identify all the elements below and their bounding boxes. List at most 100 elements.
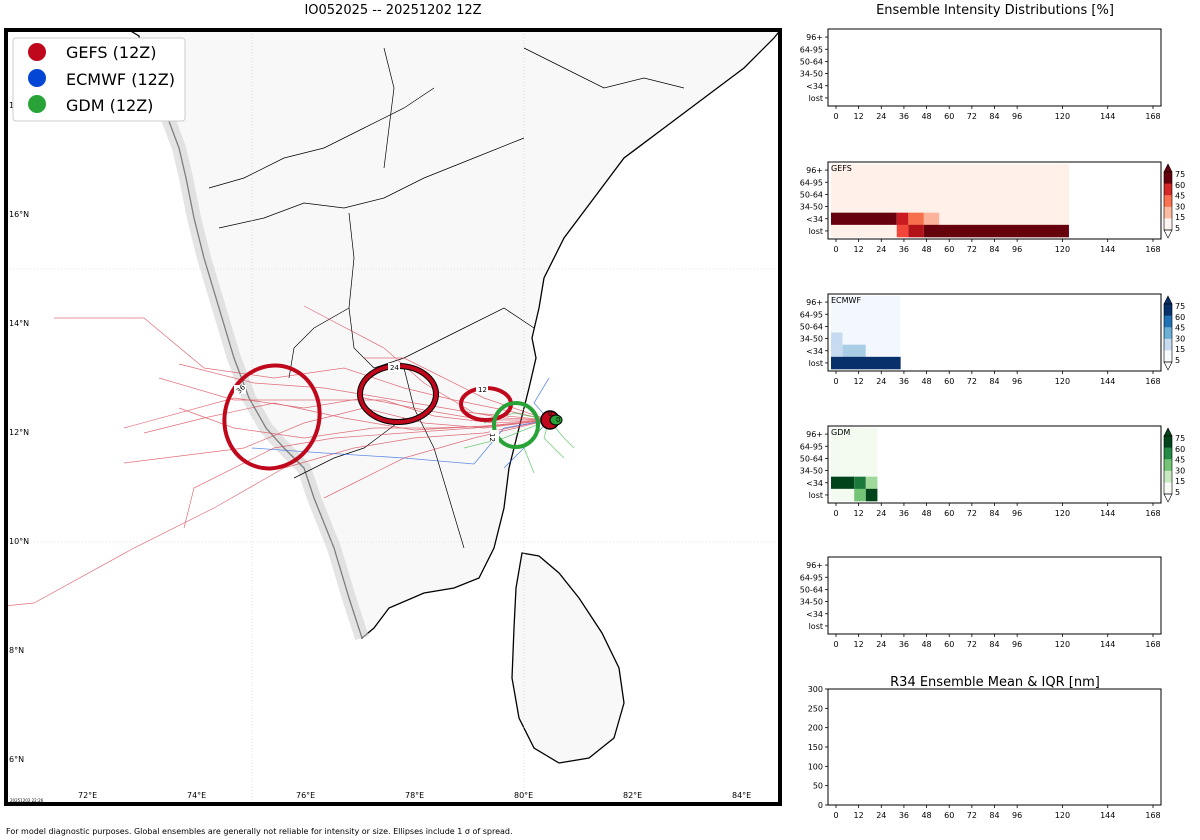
- colorbar-tick: 30: [1175, 466, 1185, 475]
- hour-tick-label: 12: [854, 377, 864, 386]
- track-map[interactable]: 36 24 12 0 12 0 72°E 74°E 76°E 78°E 80°E…: [4, 28, 782, 806]
- lat-label-14: 14°N: [9, 319, 29, 328]
- hour-tick-label: 96: [1012, 640, 1022, 649]
- hour-tick-label: 72: [967, 377, 977, 386]
- hour-tick-label: 96: [1012, 112, 1022, 121]
- intensity-panel-5: 96+ 64-95 50-64 34-50 <34 lost 0 12 24 36 48 60 72 84…: [800, 556, 1162, 649]
- panel-label: GDM: [831, 428, 850, 437]
- hour-tick-label: 96: [1012, 377, 1022, 386]
- row-label: <34: [806, 347, 823, 356]
- hour-tick-label: 84: [989, 112, 999, 121]
- row-label: 64-95: [800, 442, 823, 451]
- row-label: <34: [806, 82, 823, 91]
- hour-tick-label: 48: [921, 112, 931, 121]
- r34-x-tick: 12: [854, 811, 864, 820]
- hour-tick-label: 12: [854, 112, 864, 121]
- hour-tick-label: 36: [899, 377, 909, 386]
- row-label: 96+: [806, 561, 823, 570]
- hour-tick-label: 48: [921, 245, 931, 254]
- hour-tick-label: 36: [899, 112, 909, 121]
- row-label: 50-64: [800, 190, 823, 199]
- footer-note: For model diagnostic purposes. Global en…: [6, 827, 513, 836]
- r34-y-tick: 100: [808, 762, 823, 771]
- intensity-panel-4: 96+ 64-95 50-64 34-50 <34 lost 0 12 24 36 48 60 72 84…: [800, 425, 1185, 518]
- colorbar-tick: 15: [1175, 345, 1185, 354]
- r34-y-tick: 200: [808, 724, 823, 733]
- heat-cell: [865, 476, 878, 490]
- r34-y-tick: 300: [808, 685, 823, 694]
- row-label: 96+: [806, 298, 823, 307]
- r34-x-tick: 96: [1012, 811, 1022, 820]
- hour-tick-label: 24: [876, 509, 886, 518]
- row-label: 96+: [806, 166, 823, 175]
- hour-tick-label: 0: [833, 509, 838, 518]
- legend-label-gefs: GEFS (12Z): [66, 43, 156, 62]
- heat-cell: [831, 308, 901, 321]
- heat-cell: [854, 488, 866, 502]
- gdm-label-12: 12: [488, 433, 496, 442]
- gefs-ellipse-36h[interactable]: [210, 352, 334, 482]
- lat-label-12: 12°N: [9, 428, 29, 437]
- heat-cell: [831, 440, 878, 453]
- row-label: <34: [806, 610, 823, 619]
- heat-cell: [831, 164, 1069, 177]
- r34-x-tick: 72: [967, 811, 977, 820]
- r34-x-tick: 168: [1145, 811, 1160, 820]
- hour-tick-label: 60: [944, 112, 954, 121]
- panel-label: ECMWF: [831, 296, 861, 305]
- row-label: 64-95: [800, 310, 823, 319]
- lon-label-74: 74°E: [187, 791, 206, 800]
- colorbar-tick: 75: [1175, 170, 1185, 179]
- intensity-panels: 96+ 64-95 50-64 34-50 <34 lost 0 12 24 36 48 60 72 84…: [800, 28, 1185, 820]
- lat-label-10: 10°N: [9, 537, 29, 546]
- gefs-label-0: 0: [548, 410, 552, 418]
- hour-tick-label: 144: [1100, 112, 1115, 121]
- r34-x-tick: 36: [899, 811, 909, 820]
- gdm-ellipse-12h[interactable]: [492, 401, 540, 449]
- row-label: 50-64: [800, 322, 823, 331]
- row-label: 34-50: [800, 335, 823, 344]
- heat-cell: [831, 212, 897, 226]
- hour-tick-label: 24: [876, 640, 886, 649]
- heat-cell: [831, 476, 855, 490]
- hour-tick-label: 96: [1012, 509, 1022, 518]
- row-label: lost: [809, 622, 823, 631]
- hour-tick-label: 0: [833, 377, 838, 386]
- heat-cell: [854, 476, 866, 490]
- colorbar-tick: 5: [1175, 488, 1180, 497]
- row-label: lost: [809, 227, 823, 236]
- hour-tick-label: 12: [854, 509, 864, 518]
- hour-tick-label: 0: [833, 245, 838, 254]
- hour-tick-label: 60: [944, 509, 954, 518]
- sri-lanka: [511, 552, 625, 764]
- hour-tick-label: 48: [921, 640, 931, 649]
- row-label: 96+: [806, 430, 823, 439]
- row-label: <34: [806, 215, 823, 224]
- row-label: lost: [809, 94, 823, 103]
- row-label: <34: [806, 479, 823, 488]
- legend-label-ecmwf: ECMWF (12Z): [66, 70, 175, 89]
- panels-title: Ensemble Intensity Distributions [%]: [876, 3, 1114, 18]
- hour-tick-label: 24: [876, 245, 886, 254]
- colorbar-tick: 75: [1175, 434, 1185, 443]
- r34-x-tick: 60: [944, 811, 954, 820]
- gdm-ellipse-0h[interactable]: [549, 414, 563, 426]
- row-label: 34-50: [800, 70, 823, 79]
- row-label: 50-64: [800, 585, 823, 594]
- hour-tick-label: 120: [1055, 112, 1070, 121]
- lat-label-8: 8°N: [9, 646, 24, 655]
- map-title: IO052025 -- 20251202 12Z: [304, 3, 482, 18]
- legend-swatch-gdm: [28, 95, 46, 113]
- hour-tick-label: 84: [989, 245, 999, 254]
- heat-cell: [831, 356, 901, 370]
- hour-tick-label: 96: [1012, 245, 1022, 254]
- legend-swatch-gefs: [28, 43, 46, 61]
- r34-x-tick: 0: [833, 811, 838, 820]
- hour-tick-label: 120: [1055, 509, 1070, 518]
- heat-cell: [831, 332, 843, 345]
- row-label: 64-95: [800, 573, 823, 582]
- heat-cell: [939, 212, 1069, 226]
- heat-cell: [842, 332, 901, 345]
- map-timestamp: 20251202 22:26: [10, 798, 44, 803]
- colorbar-tick: 75: [1175, 302, 1185, 311]
